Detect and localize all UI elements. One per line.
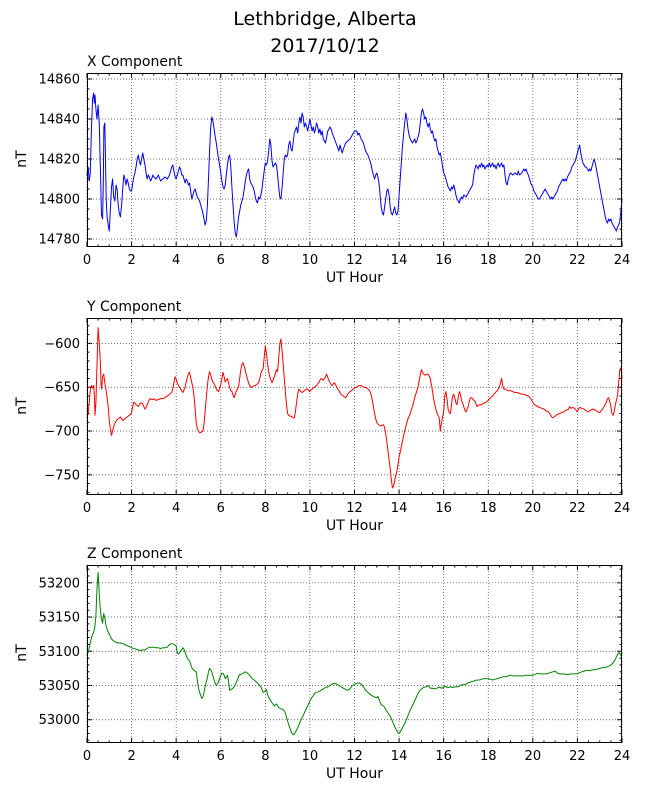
y-tick-label: 53000 bbox=[39, 713, 80, 728]
x-tick-label: 16 bbox=[435, 749, 452, 764]
y-tick-label: −600 bbox=[44, 337, 80, 352]
y-component-line bbox=[86, 327, 623, 489]
x-tick-label: 8 bbox=[261, 749, 269, 764]
y-component-plot: 0 2 4 6 8 10 12 14 16 18 20 22 24−750−700−650−600 bbox=[44, 318, 630, 516]
y-tick-label: −700 bbox=[44, 425, 80, 440]
y-tick-label: 53100 bbox=[39, 645, 80, 660]
y-tick-label: −650 bbox=[44, 381, 80, 396]
x-component-plot: 0 2 4 6 8 10 12 14 16 18 20 22 241478014800148201484… bbox=[39, 73, 631, 269]
x-tick-label: 4 bbox=[172, 749, 180, 764]
x-tick-label: 6 bbox=[217, 749, 225, 764]
gridlines bbox=[86, 318, 623, 495]
x-tick-label: 4 bbox=[172, 501, 180, 516]
y-axis-label: nT bbox=[14, 396, 30, 415]
y-tick-label: −750 bbox=[44, 468, 80, 483]
x-tick-label: 8 bbox=[261, 253, 269, 268]
axes-border bbox=[87, 565, 622, 743]
axis-ticks bbox=[86, 565, 623, 743]
z-component-line bbox=[86, 572, 623, 736]
x-tick-label: 20 bbox=[525, 749, 542, 764]
z-component-plot: 0 2 4 6 8 10 12 14 16 18 20 22 245300053050531005315… bbox=[39, 565, 630, 764]
y-tick-label: 14800 bbox=[39, 193, 80, 208]
x-tick-label: 0 bbox=[83, 749, 91, 764]
tick-labels: 0 2 4 6 8 10 12 14 16 18 20 22 241478014800148201484… bbox=[39, 73, 631, 269]
x-tick-label: 2 bbox=[127, 749, 135, 764]
y-tick-label: 14840 bbox=[39, 113, 80, 128]
x-tick-label: 10 bbox=[302, 749, 319, 764]
x-axis-label: UT Hour bbox=[326, 270, 383, 286]
x-component-line bbox=[86, 92, 623, 238]
x-tick-label: 18 bbox=[480, 253, 497, 268]
x-axis-label: UT Hour bbox=[326, 518, 383, 534]
x-tick-label: 24 bbox=[614, 501, 631, 516]
axes-border bbox=[87, 73, 622, 247]
y-tick-label: 14820 bbox=[39, 153, 80, 168]
x-tick-label: 20 bbox=[525, 501, 542, 516]
x-tick-label: 14 bbox=[391, 253, 408, 268]
subplot-title: X Component bbox=[87, 54, 183, 70]
x-tick-label: 8 bbox=[261, 501, 269, 516]
x-tick-label: 20 bbox=[525, 253, 542, 268]
x-tick-label: 2 bbox=[127, 253, 135, 268]
gridlines bbox=[86, 565, 623, 743]
y-axis-label: nT bbox=[14, 644, 30, 662]
y-tick-label: 53050 bbox=[39, 679, 80, 694]
y-axis-label: nT bbox=[14, 150, 30, 168]
x-tick-label: 10 bbox=[302, 253, 319, 268]
x-tick-label: 22 bbox=[569, 501, 586, 516]
date-title: 2017/10/12 bbox=[270, 35, 380, 57]
x-tick-label: 22 bbox=[569, 749, 586, 764]
gridlines bbox=[86, 73, 623, 247]
x-tick-label: 2 bbox=[127, 501, 135, 516]
x-tick-label: 10 bbox=[302, 501, 319, 516]
x-tick-label: 6 bbox=[217, 501, 225, 516]
x-tick-label: 18 bbox=[480, 501, 497, 516]
station-title: Lethbridge, Alberta bbox=[233, 8, 417, 30]
x-tick-label: 16 bbox=[435, 253, 452, 268]
x-tick-label: 24 bbox=[614, 749, 631, 764]
x-tick-label: 12 bbox=[346, 749, 363, 764]
x-tick-label: 12 bbox=[346, 501, 363, 516]
x-tick-label: 6 bbox=[217, 253, 225, 268]
x-tick-label: 14 bbox=[391, 501, 408, 516]
tick-labels: 0 2 4 6 8 10 12 14 16 18 20 22 24−750−700−650−600 bbox=[44, 337, 630, 516]
x-axis-label: UT Hour bbox=[326, 766, 383, 782]
subplot-title: Z Component bbox=[87, 546, 183, 562]
x-tick-label: 16 bbox=[435, 501, 452, 516]
axes-border bbox=[87, 318, 622, 495]
y-tick-label: 53150 bbox=[39, 611, 80, 626]
x-tick-label: 18 bbox=[480, 749, 497, 764]
x-tick-label: 24 bbox=[614, 253, 631, 268]
y-tick-label: 53200 bbox=[39, 576, 80, 591]
tick-labels: 0 2 4 6 8 10 12 14 16 18 20 22 245300053050531005315… bbox=[39, 576, 631, 764]
x-tick-label: 0 bbox=[83, 253, 91, 268]
x-tick-label: 4 bbox=[172, 253, 180, 268]
figure-title: Lethbridge, Alberta 2017/10/12 bbox=[0, 6, 650, 60]
x-tick-label: 0 bbox=[83, 501, 91, 516]
y-tick-label: 14780 bbox=[39, 233, 80, 248]
x-tick-label: 14 bbox=[391, 749, 408, 764]
y-tick-label: 14860 bbox=[39, 73, 80, 88]
x-tick-label: 12 bbox=[346, 253, 363, 268]
x-tick-label: 22 bbox=[569, 253, 586, 268]
subplot-title: Y Component bbox=[87, 299, 182, 315]
